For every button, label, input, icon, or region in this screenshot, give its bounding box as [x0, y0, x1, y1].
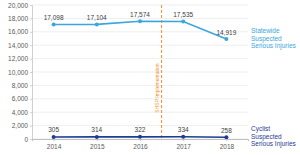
series-marker	[138, 135, 142, 139]
y-tick: 6,000	[12, 95, 32, 102]
legend-item: Statewide Suspected Serious Injuries	[251, 27, 299, 51]
y-tick: 2,000	[12, 122, 32, 129]
y-tick-mark	[30, 99, 32, 100]
annotation-line	[161, 5, 162, 139]
series-marker	[95, 22, 99, 26]
y-tick-mark	[30, 32, 32, 33]
y-tick-mark	[30, 72, 32, 73]
series-marker	[224, 37, 228, 41]
data-label: 334	[178, 126, 189, 133]
series-marker	[52, 135, 56, 139]
grid-line	[32, 58, 248, 59]
annotations: SHSP Implementation	[154, 5, 162, 139]
grid-line	[32, 98, 248, 99]
x-tick-label: 2017	[176, 143, 191, 150]
series-marker	[138, 19, 142, 23]
y-tick-label: 14,000	[8, 42, 28, 49]
series-marker	[95, 135, 99, 139]
y-tick-label: 16,000	[8, 28, 28, 35]
y-tick-label: 6,000	[12, 95, 29, 102]
series-marker	[181, 20, 185, 24]
x-tick: 2016	[133, 139, 148, 150]
data-label: 17,098	[44, 14, 64, 21]
y-tick: 12,000	[8, 55, 32, 62]
y-tick-label: 10,000	[8, 69, 28, 76]
y-tick: 4,000	[12, 109, 32, 116]
data-label: 322	[135, 126, 146, 133]
y-tick-mark	[30, 112, 32, 113]
x-axis-line	[33, 140, 249, 142]
data-label: 305	[48, 126, 59, 133]
x-tick: 2014	[47, 139, 62, 150]
y-axis-line	[30, 6, 33, 140]
x-tick: 2017	[176, 139, 191, 150]
y-tick-mark	[30, 126, 32, 127]
y-tick-mark	[30, 59, 32, 60]
series-line	[54, 21, 227, 39]
x-axis: 2014 2015 2016 2017 2018	[33, 139, 249, 150]
x-tick: 2018	[220, 139, 235, 150]
y-tick: 14,000	[8, 42, 32, 49]
data-label: 17,574	[130, 11, 150, 18]
grid-line	[32, 85, 248, 86]
x-tick-mark	[54, 139, 55, 141]
y-tick: 0	[24, 136, 32, 143]
data-label: 314	[91, 126, 102, 133]
x-tick-mark	[183, 139, 184, 141]
x-tick: 2015	[90, 139, 105, 150]
y-axis: 0 2,000 4,000 6,000 8,000 10,000 12,000 14,000 1…	[8, 2, 32, 143]
y-tick-mark	[30, 5, 32, 6]
marks	[52, 19, 229, 139]
y-tick-mark	[30, 139, 32, 140]
series-marker	[181, 135, 185, 139]
grid	[32, 5, 248, 139]
x-tick-mark	[97, 139, 98, 141]
grid-line	[32, 112, 248, 113]
annotation-text: SHSP Implementation	[154, 63, 160, 112]
x-tick-label: 2018	[220, 143, 235, 150]
series-marker	[224, 135, 228, 139]
y-tick-label: 12,000	[8, 55, 28, 62]
x-tick-label: 2015	[90, 143, 105, 150]
y-tick-label: 8,000	[12, 82, 29, 89]
y-tick: 16,000	[8, 28, 32, 35]
grid-line	[32, 18, 248, 19]
x-tick-mark	[226, 139, 227, 141]
y-tick: 8,000	[12, 82, 32, 89]
grid-line	[32, 45, 248, 46]
x-tick-mark	[140, 139, 141, 141]
y-tick-mark	[30, 18, 32, 19]
legend-item: Cyclist Suspected Serious Injuries	[251, 125, 299, 149]
series-marker	[52, 22, 56, 26]
y-tick-label: 2,000	[12, 122, 29, 129]
plot-area: 0 2,000 4,000 6,000 8,000 10,000 12,000 14,000 1…	[8, 2, 248, 150]
legend-label: Statewide Suspected Serious Injuries	[251, 27, 299, 50]
y-tick: 20,000	[8, 2, 32, 9]
grid-line	[32, 5, 248, 6]
data-label: 14,919	[216, 29, 236, 36]
y-tick-mark	[30, 85, 32, 86]
data-labels: 17,098 17,104 17,574 17,535 14,919 305 314 322 3…	[44, 11, 237, 134]
y-tick: 10,000	[8, 69, 32, 76]
grid-line	[32, 72, 248, 73]
x-tick-label: 2014	[47, 143, 62, 150]
data-label: 258	[221, 127, 232, 134]
legend-label: Cyclist Suspected Serious Injuries	[251, 125, 299, 148]
y-tick: 18,000	[8, 15, 32, 22]
y-tick-label: 20,000	[8, 2, 28, 9]
chart: 0 2,000 4,000 6,000 8,000 10,000 12,000 14,000 1…	[0, 0, 300, 155]
y-tick-label: 4,000	[12, 109, 29, 116]
y-tick-label: 18,000	[8, 15, 28, 22]
y-tick-mark	[30, 45, 32, 46]
x-tick-label: 2016	[133, 143, 148, 150]
y-tick-label: 0	[24, 136, 28, 143]
data-label: 17,104	[87, 14, 107, 21]
data-label: 17,535	[173, 11, 193, 18]
